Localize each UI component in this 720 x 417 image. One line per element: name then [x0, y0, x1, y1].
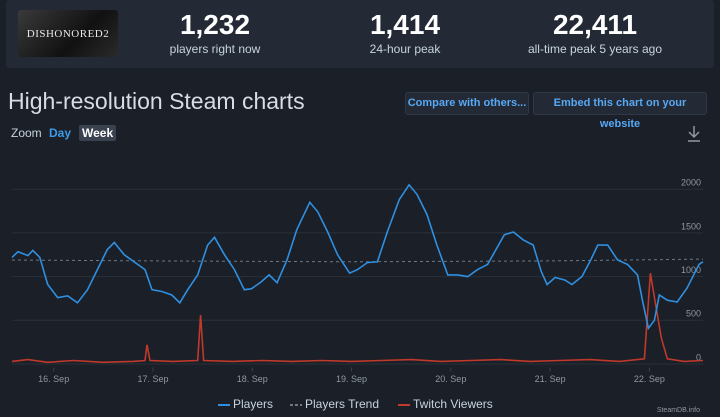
zoom-day[interactable]: Day [49, 126, 72, 140]
chart-title: High-resolution Steam charts [8, 88, 305, 114]
x-tick-label: 20. Sep [435, 374, 466, 384]
x-tick-label: 16. Sep [38, 374, 69, 384]
legend-label[interactable]: Players Trend [305, 397, 379, 411]
stats-panel: DISHONORED2 1,232 players right now 1,41… [6, 0, 714, 68]
y-tick-label: 500 [686, 309, 701, 319]
stat: 1,414 24-hour peak [315, 8, 495, 56]
x-tick-label: 19. Sep [336, 374, 367, 384]
series-line [11, 272, 704, 364]
compare-button[interactable]: Compare with others... [405, 92, 529, 115]
stat-value: 1,232 [179, 9, 251, 40]
stat-label: 24-hour peak [369, 42, 441, 56]
stat-value: 22,411 [552, 9, 638, 40]
y-tick-label: 1000 [681, 265, 701, 275]
x-tick-label: 17. Sep [137, 374, 168, 384]
x-tick-label: 18. Sep [237, 374, 268, 384]
game-logo[interactable]: DISHONORED2 [18, 10, 118, 57]
legend-label[interactable]: Players [233, 397, 273, 411]
zoom-label: Zoom [11, 126, 42, 140]
stat-value: 1,414 [369, 9, 441, 40]
x-tick-label: 22. Sep [634, 374, 665, 384]
series-line [11, 183, 704, 331]
y-tick-label: 2000 [681, 178, 701, 188]
stat: 1,232 players right now [125, 8, 305, 56]
watermark: SteamDB.info [657, 407, 700, 414]
download-glyph [688, 126, 700, 142]
x-tick-label: 21. Sep [535, 374, 566, 384]
zoom-week[interactable]: Week [79, 125, 117, 141]
stat-label: players right now [169, 42, 261, 56]
y-tick-label: 1500 [681, 221, 701, 231]
y-tick-label: 0 [696, 352, 701, 362]
series-line [11, 258, 704, 263]
legend-label[interactable]: Twitch Viewers [413, 397, 493, 411]
embed-button[interactable]: Embed this chart on your website [533, 92, 707, 130]
stat-label: all-time peak 5 years ago [527, 42, 663, 56]
download-icon[interactable] [688, 126, 700, 142]
stat: 22,411 all-time peak 5 years ago [505, 8, 685, 56]
